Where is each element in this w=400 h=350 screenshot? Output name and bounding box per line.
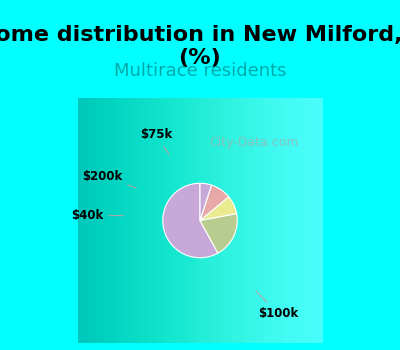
Text: Income distribution in New Milford, CT
(%): Income distribution in New Milford, CT (… — [0, 25, 400, 68]
Text: City-Data.com: City-Data.com — [209, 135, 299, 149]
Wedge shape — [200, 214, 237, 253]
Text: Multirace residents: Multirace residents — [114, 62, 286, 80]
Wedge shape — [163, 183, 218, 258]
Text: $40k: $40k — [71, 209, 124, 222]
Wedge shape — [200, 183, 212, 220]
Text: $100k: $100k — [256, 291, 298, 320]
Text: $75k: $75k — [140, 128, 172, 154]
Text: $200k: $200k — [82, 170, 136, 188]
Wedge shape — [200, 185, 229, 220]
Wedge shape — [200, 197, 236, 220]
